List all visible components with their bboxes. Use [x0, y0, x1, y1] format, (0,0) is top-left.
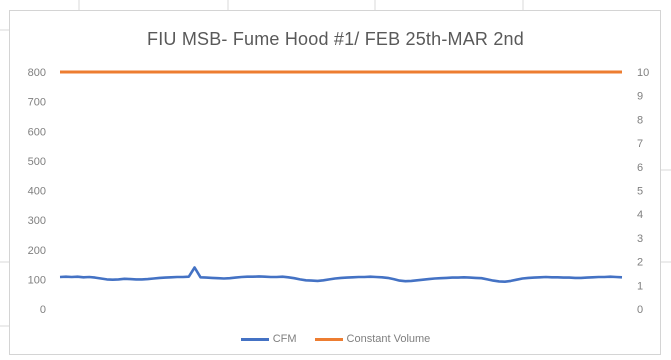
chart-area[interactable]	[9, 10, 661, 355]
legend-item-cfm: CFM	[240, 333, 297, 345]
y-right-tick-label: 0	[637, 304, 643, 316]
y-right-tick-label: 7	[637, 138, 643, 150]
legend: CFM Constant Volume	[0, 333, 671, 345]
y-right-tick-label: 5	[637, 186, 643, 198]
legend-label-cfm: CFM	[272, 333, 297, 345]
chart-title: FIU MSB- Fume Hood #1/ FEB 25th-MAR 2nd	[147, 29, 524, 49]
y-right-tick-label: 4	[637, 209, 643, 221]
series-line-cfm	[59, 266, 623, 284]
y-left-tick-label: 800	[28, 67, 46, 79]
y-right-tick-label: 3	[637, 233, 643, 245]
y-right-tick-label: 6	[637, 162, 643, 174]
y-right-tick-label: 10	[637, 67, 649, 79]
y-left-tick-label: 100	[28, 274, 46, 286]
y-left-tick-label: 500	[28, 156, 46, 168]
y-left-tick-label: 600	[28, 126, 46, 138]
legend-swatch-cfm	[240, 337, 269, 341]
y-right-tick-label: 2	[637, 257, 643, 269]
y-left-tick-label: 400	[28, 186, 46, 198]
legend-swatch-constant-volume	[314, 337, 343, 341]
legend-item-constant-volume: Constant Volume	[314, 333, 431, 345]
y-left-tick-label: 200	[28, 245, 46, 257]
y-right-tick-label: 8	[637, 114, 643, 126]
y-left-tick-label: 300	[28, 215, 46, 227]
y-left-tick-label: 0	[40, 304, 46, 316]
y-right-tick-label: 1	[637, 280, 643, 292]
y-right-tick-label: 9	[637, 91, 643, 103]
legend-label-constant-volume: Constant Volume	[346, 333, 431, 345]
y-left-tick-label: 700	[28, 97, 46, 109]
